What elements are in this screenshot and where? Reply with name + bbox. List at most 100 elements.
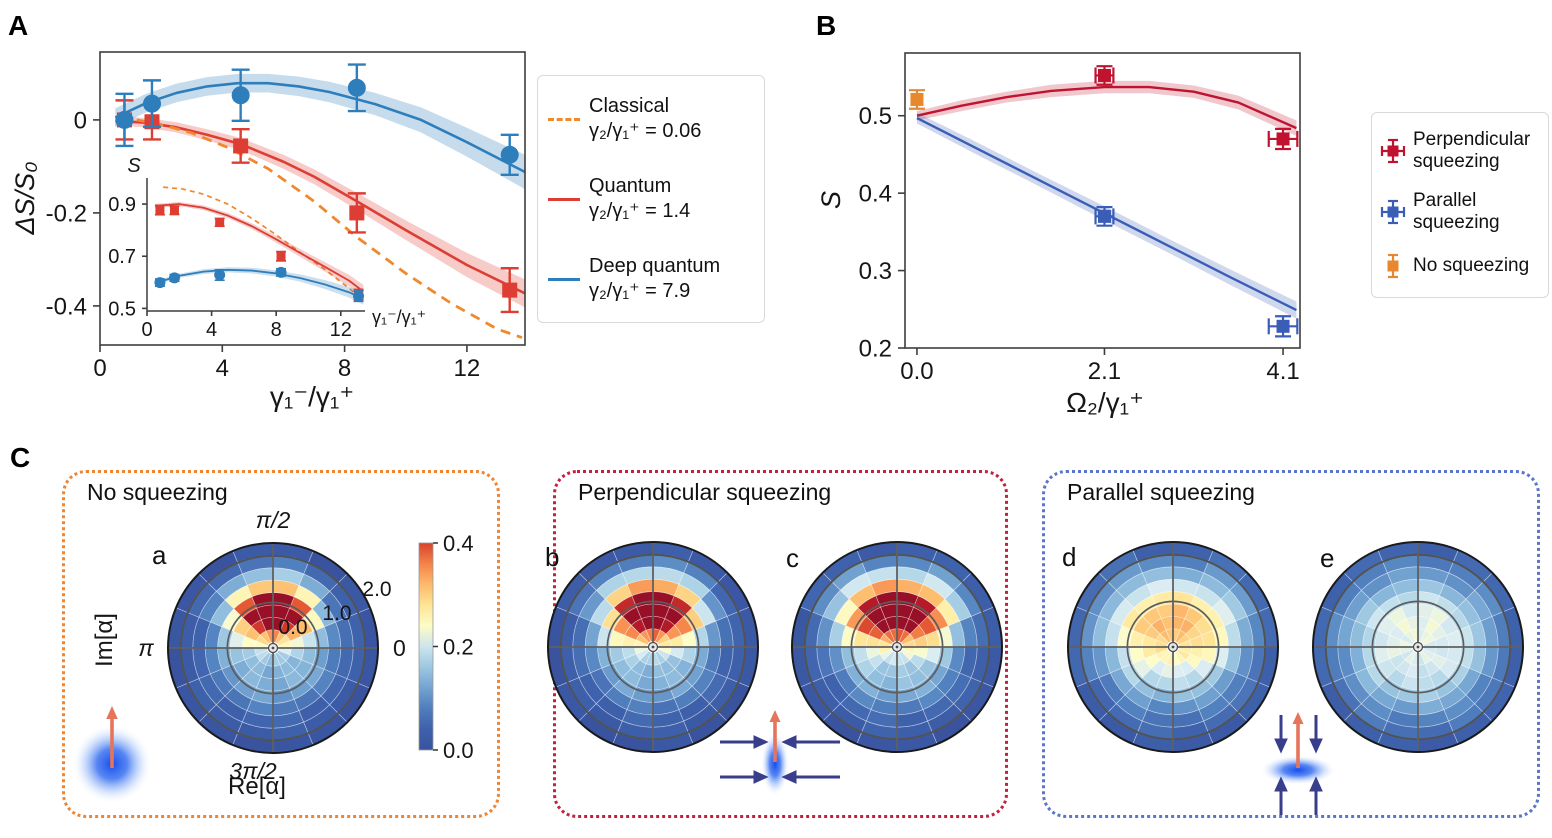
center-dot	[651, 645, 655, 649]
box-title-perpendicular-squeezing: Perpendicular squeezing	[578, 479, 832, 505]
squeeze-arrow-head	[753, 735, 769, 749]
box-parallel-squeezing: Parallel squeezing	[1042, 470, 1540, 818]
perpendicular-squeeze-icon	[720, 710, 840, 796]
x-tick-label: 0.0	[900, 358, 933, 385]
data-point	[908, 89, 925, 110]
x-axis-label: Ω₂/γ₁⁺	[1066, 387, 1144, 418]
outer-rim	[791, 541, 1003, 753]
series-line	[155, 203, 364, 293]
data-point	[1094, 205, 1115, 227]
blob	[761, 732, 789, 796]
subplot-label-c: c	[786, 543, 799, 573]
data-point	[1267, 127, 1299, 151]
heatmap-cell	[922, 572, 955, 600]
legend-formula: γ₂/γ₁⁺ = 0.06	[589, 120, 702, 142]
polar-heatmap-d	[1067, 541, 1279, 753]
legend-marker	[1380, 199, 1406, 224]
y-axis-label: S	[127, 155, 141, 177]
heatmap-cell	[700, 672, 728, 705]
outer-rim	[547, 541, 759, 753]
x-axis-label: γ₁⁻/γ₁⁺	[372, 307, 426, 327]
legend-label: Quantum	[589, 175, 672, 197]
center-dot	[895, 645, 899, 649]
y-tick-label: 0.5	[859, 103, 892, 130]
x-tick-label: 4	[216, 355, 229, 382]
y-tick-label: 0.3	[859, 258, 892, 285]
y-tick-label: 0	[74, 107, 87, 134]
x-tick-label: 0	[141, 319, 152, 341]
data-point	[142, 79, 161, 129]
series-line	[916, 85, 1297, 130]
y-tick-label: 0.7	[108, 246, 136, 268]
angular-tick-0: 0	[393, 635, 406, 661]
heatmap-cell	[922, 694, 955, 722]
colorbar-tick-label: 0.2	[443, 635, 474, 660]
box-perpendicular-squeezing: Perpendicular squeezing	[553, 470, 1008, 818]
legend-label: Parallel squeezing	[1413, 190, 1500, 233]
data-point	[169, 205, 180, 216]
series-line	[154, 268, 364, 300]
im-alpha-label: Im[α]	[91, 613, 118, 667]
x-tick-label: 8	[338, 355, 351, 382]
heatmap-cell	[678, 694, 711, 722]
panel-c-heatmaps: π/2 π 3π/2 0 0.0 1.0 2.0 Re[α] Im[α] 0.0 0.2 0.4	[91, 507, 1524, 800]
y-tick-label: -0.2	[46, 200, 87, 227]
colorbar: 0.0 0.2 0.4	[418, 531, 474, 763]
coherent-state-icon	[72, 706, 152, 804]
heatmap-cell	[1235, 615, 1254, 648]
squeeze-arrow-head	[1274, 776, 1288, 792]
data-point	[347, 192, 366, 234]
y-tick-label: 0.9	[108, 194, 136, 216]
colorbar-tick-label: 0.4	[443, 531, 474, 556]
data-point	[115, 92, 134, 148]
panel-label-c: C	[10, 442, 31, 473]
heatmap-cell	[578, 589, 606, 622]
legend-item-perpendicular-squeezing: Perpendicular squeezing	[1378, 129, 1542, 173]
panel-label-a: A	[8, 10, 29, 41]
legend-formula: γ₂/γ₁⁺ = 7.9	[589, 280, 691, 302]
x-tick-label: 2.1	[1088, 358, 1121, 385]
x-tick-label: 8	[271, 319, 282, 341]
polar-heatmap-b	[547, 541, 759, 753]
outer-rim	[1312, 541, 1524, 753]
polar-heatmap-c	[791, 541, 1003, 753]
legend-formula: γ₂/γ₁⁺ = 1.4	[589, 200, 691, 222]
y-tick-label: 0.2	[859, 335, 892, 362]
center-dot	[1416, 645, 1420, 649]
axes-frame	[904, 52, 1301, 349]
heatmap-cell	[822, 589, 850, 622]
box-title-no-squeezing: No squeezing	[87, 479, 228, 505]
heatmap-cell	[839, 694, 872, 722]
angular-tick-3pi-over-2: 3π/2	[229, 758, 277, 784]
data-point	[500, 133, 519, 176]
legend-swatch	[548, 117, 580, 121]
data-point	[353, 290, 365, 303]
y-tick-label: -0.4	[46, 293, 87, 320]
outer-rim	[1067, 541, 1279, 753]
x-tick-label: 4	[206, 319, 217, 341]
data-point	[347, 63, 366, 113]
series-dashed-line	[163, 186, 364, 302]
panel-label-b: B	[816, 10, 837, 41]
polar-heatmap-a	[167, 542, 379, 754]
heatmap-cell	[215, 695, 248, 723]
outer-rim	[167, 542, 379, 754]
x-tick-label: 0	[93, 355, 106, 382]
data-point	[214, 217, 225, 228]
data-point	[154, 204, 165, 216]
data-point	[1094, 65, 1115, 86]
y-axis-label: S	[816, 191, 846, 209]
heatmap-cell	[944, 672, 972, 705]
x-axis-label: γ₁⁻/γ₁⁺	[270, 381, 354, 412]
center-dot	[271, 646, 275, 650]
subplot-label-d: d	[1062, 542, 1077, 572]
drive-arrow-head	[769, 710, 781, 722]
polar-heatmap-e	[1312, 541, 1524, 753]
legend-item-no-squeezing: No squeezing	[1378, 251, 1542, 281]
re-alpha-label: Re[α]	[228, 773, 286, 800]
x-tick-label: 12	[330, 319, 352, 341]
panel-a-legend: Classical γ₂/γ₁⁺ = 0.06 Quantum γ₂/γ₁⁺ = 1.…	[537, 75, 765, 323]
panel-b-chart: 0.0 2.1 4.1 0.2 0.3 0.4 0.5 Ω₂/γ₁⁺ S	[816, 52, 1301, 418]
subplot-label-a: a	[152, 540, 167, 570]
